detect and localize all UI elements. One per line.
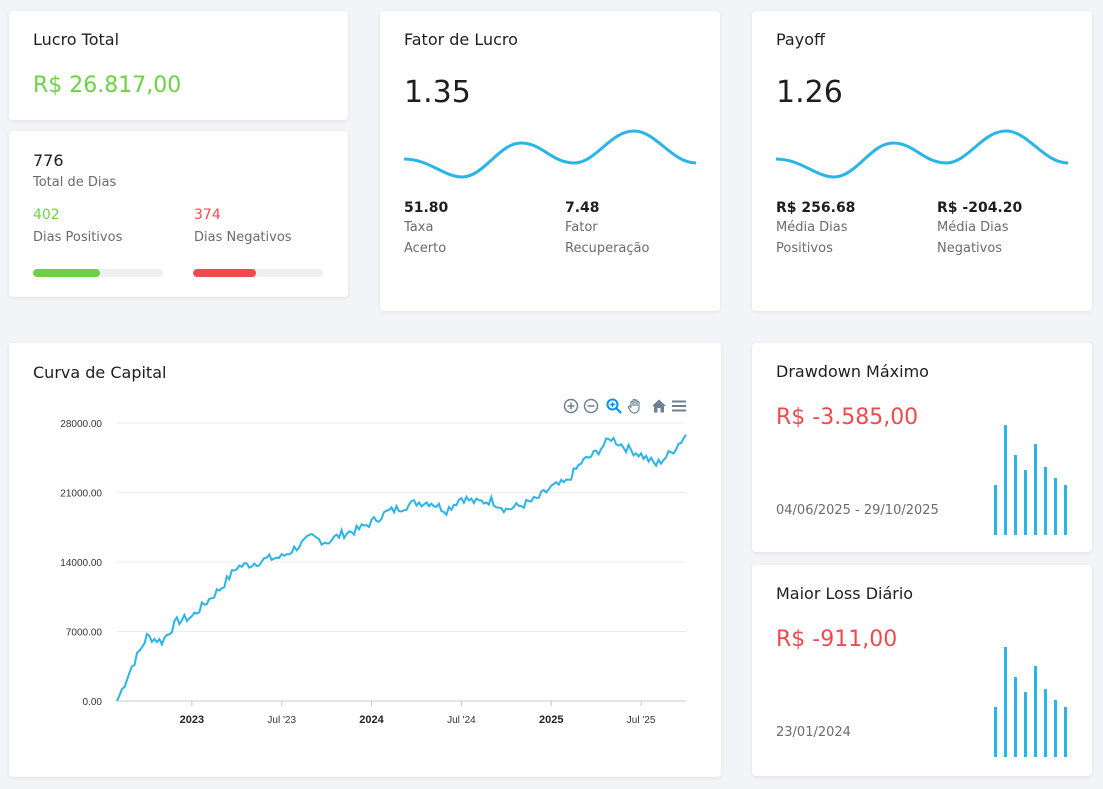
lucro-total-card: Lucro Total R$ 26.817,00 (9, 11, 348, 120)
maior-loss-card: Maior Loss Diário R$ -911,00 23/01/2024 (752, 565, 1092, 776)
media-dias-negativos-label-2: Negativos (937, 241, 1003, 256)
drawdown-title: Drawdown Máximo (776, 362, 929, 381)
media-dias-positivos-value: R$ 256.68 (776, 200, 856, 216)
fator-lucro-title: Fator de Lucro (404, 30, 518, 49)
lucro-total-title: Lucro Total (33, 30, 120, 49)
dias-positivos-progress (33, 269, 163, 277)
taxa-acerto-value: 51.80 (404, 200, 449, 216)
total-dias-value: 776 (33, 151, 64, 170)
maior-loss-value: R$ -911,00 (776, 627, 898, 652)
fator-recuperacao-value: 7.48 (565, 200, 600, 216)
y-tick-label: 7000.00 (66, 628, 103, 639)
dias-positivos-progress-fill (33, 269, 101, 277)
dias-negativos-value: 374 (194, 207, 221, 223)
maior-loss-date: 23/01/2024 (776, 725, 851, 740)
drawdown-card: Drawdown Máximo R$ -3.585,00 04/06/2025 … (752, 343, 1092, 552)
maior-loss-bar-sparkline (994, 647, 1067, 757)
capital-line-chart: 28000.00 21000.00 14000.00 7000.00 0.00 2023 J… (60, 419, 687, 726)
x-tick-label: Jul '25 (627, 715, 656, 726)
dias-negativos-label: Dias Negativos (194, 230, 292, 245)
x-tick-label: Jul '23 (267, 715, 296, 726)
media-dias-positivos-label-2: Positivos (776, 241, 833, 256)
curva-capital-title: Curva de Capital (33, 363, 167, 382)
y-tick-label: 0.00 (83, 697, 103, 708)
zoom-in-icon[interactable] (562, 397, 580, 415)
x-tick-label: 2024 (359, 714, 384, 726)
curva-capital-card: Curva de Capital 28000.00 21000.00 14000.0… (9, 343, 721, 777)
chart-toolbar (562, 397, 692, 417)
menu-icon[interactable] (670, 397, 688, 415)
x-tick-label: Jul '24 (447, 715, 476, 726)
taxa-acerto-label-1: Taxa (404, 220, 434, 235)
dias-positivos-label: Dias Positivos (33, 230, 123, 245)
dias-negativos-progress-fill (193, 269, 256, 277)
lucro-total-value: R$ 26.817,00 (33, 73, 182, 98)
dias-negativos-progress (193, 269, 323, 277)
payoff-title: Payoff (776, 30, 826, 49)
drawdown-value: R$ -3.585,00 (776, 405, 919, 430)
fator-lucro-card: Fator de Lucro 1.35 51.80 Taxa Acerto 7.… (380, 11, 720, 311)
zoom-out-icon[interactable] (582, 397, 600, 415)
payoff-sparkline (776, 129, 1068, 179)
taxa-acerto-label-2: Acerto (404, 241, 447, 256)
media-dias-negativos-label-1: Média Dias (937, 220, 1009, 235)
dias-card: 776 Total de Dias 402 Dias Positivos 374… (9, 131, 348, 297)
x-tick-label: 2023 (180, 714, 204, 726)
selection-zoom-icon[interactable] (605, 397, 623, 415)
y-tick-label: 28000.00 (60, 419, 102, 430)
fator-lucro-sparkline (404, 129, 696, 179)
maior-loss-title: Maior Loss Diário (776, 584, 914, 603)
fator-lucro-value: 1.35 (404, 75, 471, 110)
pan-hand-icon[interactable] (626, 397, 644, 415)
dias-positivos-value: 402 (33, 207, 60, 223)
fator-recuperacao-label-2: Recuperação (565, 241, 650, 256)
total-dias-label: Total de Dias (33, 175, 117, 190)
home-reset-icon[interactable] (650, 397, 668, 415)
drawdown-bar-sparkline (994, 425, 1067, 535)
payoff-card: Payoff 1.26 R$ 256.68 Média Dias Positiv… (752, 11, 1092, 311)
media-dias-negativos-value: R$ -204.20 (937, 200, 1023, 216)
payoff-value: 1.26 (776, 75, 843, 110)
x-tick-label: 2025 (539, 714, 563, 726)
fator-recuperacao-label-1: Fator (565, 220, 598, 235)
capital-series-line (116, 434, 687, 702)
drawdown-period: 04/06/2025 - 29/10/2025 (776, 503, 939, 518)
y-tick-label: 21000.00 (60, 489, 102, 500)
media-dias-positivos-label-1: Média Dias (776, 220, 848, 235)
y-tick-label: 14000.00 (60, 558, 102, 569)
